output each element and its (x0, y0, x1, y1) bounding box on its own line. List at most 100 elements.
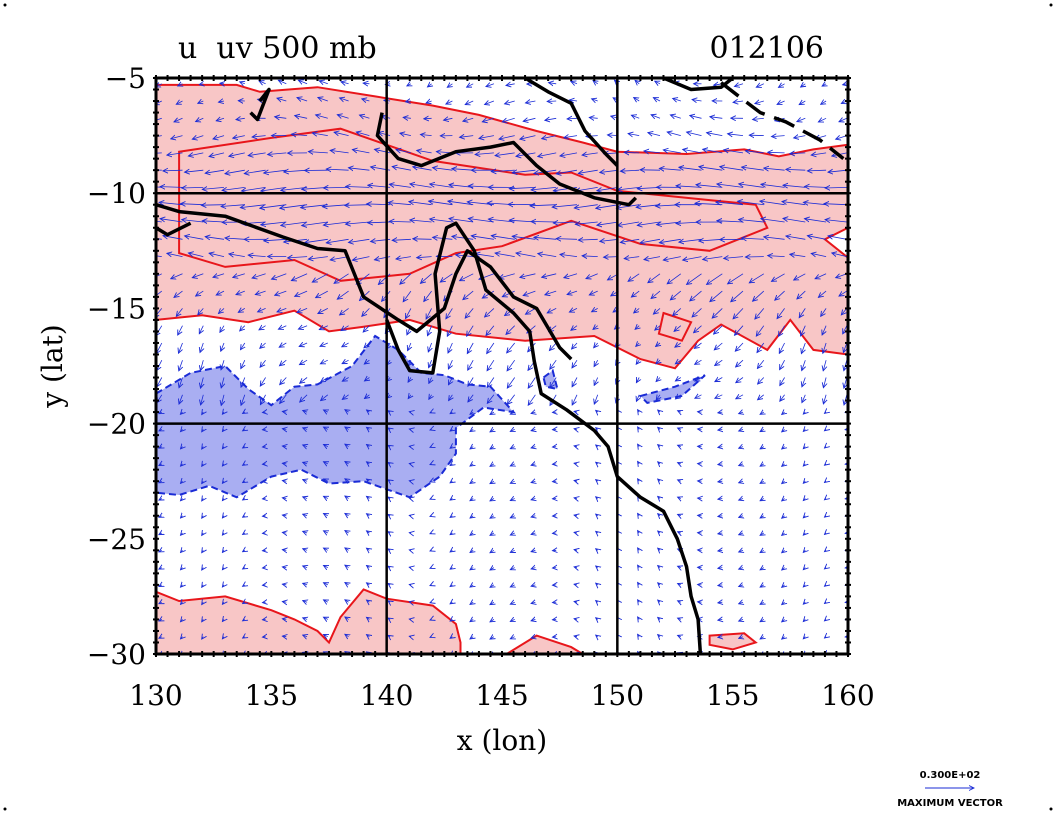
wind-vector-766 (531, 464, 535, 465)
x-axis-label: x (lon) (457, 724, 547, 757)
x-tick-label: 130 (129, 679, 182, 712)
wind-vector-48 (446, 101, 453, 104)
wind-vector-1027 (303, 601, 307, 603)
wind-vector-1018 (825, 585, 827, 586)
wind-vector-531 (594, 343, 598, 348)
wind-vector-159 (624, 152, 639, 153)
wind-vector-958 (282, 567, 286, 568)
positive-region-3 (710, 633, 756, 649)
wind-vector-58 (653, 98, 660, 101)
wind-vector-897 (430, 533, 432, 534)
wind-vector-911 (718, 533, 722, 534)
wind-vector-518 (320, 343, 328, 346)
wind-vector-707 (718, 429, 722, 430)
y-axis-label: y (lat) (36, 324, 69, 408)
wind-vector-918 (159, 550, 162, 552)
wind-vector-13 (428, 84, 432, 87)
wind-vector-963 (388, 566, 390, 567)
wind-vector-1010 (658, 583, 660, 585)
wind-vector-1105 (510, 637, 514, 639)
wind-vector-1040 (574, 602, 577, 603)
wind-vector-788 (282, 481, 286, 482)
wind-vector-942 (658, 548, 660, 550)
wind-vector-553 (342, 360, 349, 363)
wind-vector-824 (324, 496, 328, 498)
wind-vector-1117 (760, 637, 764, 639)
wind-vector-912 (739, 533, 743, 535)
y-tick-labels: −5−10−15−20−25−30 (87, 62, 146, 671)
wind-vector-881 (803, 516, 805, 518)
wind-vector-803 (596, 480, 598, 482)
wind-vector-968 (490, 568, 494, 570)
wind-vector-1029 (345, 600, 349, 602)
wind-vector-1086 (825, 619, 827, 620)
wind-vector-30 (779, 84, 785, 88)
wind-vector-924 (282, 550, 286, 551)
corner-mark-bottom-left (4, 808, 7, 811)
wind-vector-572 (736, 360, 743, 367)
wind-vector-92 (651, 115, 660, 119)
wind-vector-945 (718, 550, 722, 551)
wind-vector-516 (279, 343, 286, 347)
wind-vector-546 (200, 360, 203, 370)
wind-vector-931 (430, 550, 432, 551)
wind-vector-50 (485, 101, 494, 105)
wind-vector-1007 (596, 583, 598, 585)
wind-vector-641 (758, 395, 764, 400)
wind-vector-853 (222, 516, 224, 518)
y-tick-label: −25 (87, 523, 146, 556)
wind-vector-841 (678, 497, 681, 498)
wind-vector-575 (802, 360, 806, 370)
wind-vector-479 (220, 326, 224, 333)
wind-vector-643 (802, 395, 805, 403)
wind-vector-827 (388, 497, 390, 498)
wind-vector-549 (260, 360, 266, 367)
wind-vector-1045 (678, 601, 681, 602)
wind-vector-973 (596, 566, 598, 568)
wind-vector-830 (450, 499, 452, 501)
wind-vector-1051 (803, 602, 805, 604)
wind-vector-1041 (596, 601, 598, 603)
wind-vector-633 (594, 395, 597, 404)
wind-vector-481 (259, 326, 266, 330)
wind-vector-764 (490, 464, 494, 466)
wind-vector-847 (803, 499, 805, 501)
wind-vector-563 (550, 360, 556, 369)
wind-vector-1052 (825, 602, 827, 603)
wind-vector-1077 (638, 617, 640, 619)
wind-vector-81 (424, 118, 432, 119)
wind-vector-987 (181, 585, 183, 587)
wind-vector-997 (388, 584, 390, 585)
wind-vector-12 (407, 84, 411, 86)
y-tick-label: −30 (87, 638, 146, 671)
wind-vector-965 (430, 568, 432, 569)
wind-vector-605 (715, 378, 722, 382)
wind-vector-19 (549, 83, 557, 84)
chart-title-left: u uv 500 mb (178, 31, 377, 66)
wind-vector-938 (574, 550, 577, 551)
wind-vector-1104 (490, 637, 494, 639)
wind-vector-644 (823, 395, 826, 404)
wind-vector-848 (825, 499, 827, 500)
wind-vector-570 (695, 360, 702, 364)
wind-vector-817 (181, 499, 183, 501)
wind-vector-482 (278, 326, 286, 330)
wind-vector-53 (547, 101, 556, 102)
wind-vector-1113 (678, 635, 681, 636)
wind-vector-87 (545, 118, 556, 120)
wind-vector-33 (843, 84, 847, 85)
wind-vector-884 (159, 533, 162, 535)
wind-vector-85 (502, 118, 514, 122)
wind-vector-638 (695, 395, 702, 399)
wind-vector-47 (426, 101, 432, 103)
wind-vector-909 (678, 532, 681, 533)
wind-vector-1069 (470, 619, 473, 621)
wind-vector-732 (531, 447, 535, 448)
wind-vector-962 (367, 566, 370, 568)
wind-vector-735 (596, 445, 598, 447)
wind-vector-538 (735, 343, 743, 351)
wind-vector-863 (430, 516, 432, 517)
wind-vector-858 (324, 514, 328, 516)
wind-vector-585 (300, 378, 307, 384)
